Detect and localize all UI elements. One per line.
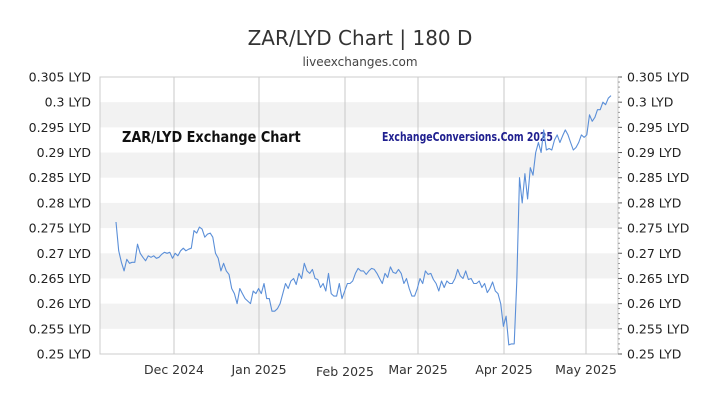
x-tick-label: Dec 2024 (144, 362, 204, 377)
y-tick-label-left: 0.285 LYD (29, 170, 91, 185)
grid-band (100, 253, 618, 279)
grid-band (100, 152, 618, 178)
y-tick-label-left: 0.28 LYD (37, 195, 91, 210)
y-tick-label-left: 0.255 LYD (29, 321, 91, 336)
y-tick-label-right: 0.26 LYD (627, 296, 681, 311)
y-tick-label-right: 0.28 LYD (627, 195, 681, 210)
chart-title: ZAR/LYD Chart | 180 D (247, 26, 473, 50)
y-tick-label-left: 0.305 LYD (29, 70, 91, 85)
y-tick-label-left: 0.29 LYD (37, 145, 91, 160)
x-axis-labels: Dec 2024 Jan 2025 Feb 2025 Mar 2025 Apr 2025… (144, 362, 617, 379)
x-tick-label: Mar 2025 (388, 362, 447, 377)
y-tick-label-right: 0.27 LYD (627, 246, 681, 261)
y-tick-label-left: 0.3 LYD (45, 95, 91, 110)
grid-band (100, 102, 618, 128)
x-tick-label: May 2025 (555, 362, 617, 377)
watermark: ExchangeConversions.Com 2025 (382, 130, 553, 144)
y-tick-label-right: 0.3 LYD (627, 95, 673, 110)
y-tick-label-left: 0.265 LYD (29, 271, 91, 286)
series-layer (115, 95, 612, 346)
y-tick-label-right: 0.275 LYD (627, 221, 689, 236)
y-tick-label-left: 0.27 LYD (37, 246, 91, 261)
x-tick-label: Apr 2025 (475, 362, 532, 377)
x-tick-label: Jan 2025 (230, 362, 286, 377)
plot-frame (99, 76, 619, 355)
y-tick-label-right: 0.295 LYD (627, 120, 689, 135)
y-tick-label-left: 0.26 LYD (37, 296, 91, 311)
x-tick-label: Feb 2025 (316, 364, 374, 379)
series-line (115, 95, 612, 346)
y-tick-label-right: 0.285 LYD (627, 170, 689, 185)
inner-chart-title: ZAR/LYD Exchange Chart (122, 129, 301, 146)
y-tick-label-left: 0.275 LYD (29, 221, 91, 236)
y-tick-label-right: 0.25 LYD (627, 347, 681, 362)
chart-subtitle: liveexchanges.com (302, 55, 418, 69)
grid-vertical-lines (173, 77, 587, 354)
y-tick-label-left: 0.25 LYD (37, 347, 91, 362)
grid-band (100, 202, 618, 229)
right-axis-ticks: 0.305 LYD 0.3 LYD 0.295 LYD 0.29 LYD 0.285 L… (618, 70, 689, 362)
y-tick-label-right: 0.255 LYD (627, 321, 689, 336)
y-tick-label-left: 0.295 LYD (29, 120, 91, 135)
left-axis-ticks: 0.305 LYD 0.3 LYD 0.295 LYD 0.29 LYD 0.285 L… (29, 70, 91, 362)
grid-bands (100, 102, 618, 329)
y-tick-label-right: 0.29 LYD (627, 145, 681, 160)
y-tick-label-right: 0.265 LYD (627, 271, 689, 286)
y-tick-label-right: 0.305 LYD (627, 70, 689, 85)
grid-band (100, 303, 618, 329)
